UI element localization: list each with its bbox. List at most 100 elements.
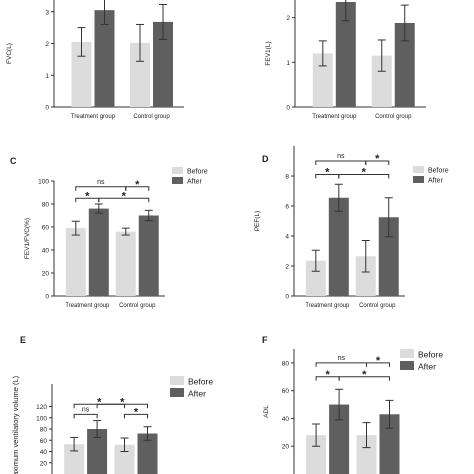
y-tick-label: 0	[286, 105, 290, 112]
category-label: Control group	[359, 303, 396, 309]
panel-fev1: 0 1 2 FEV1(L) Treatment group Control group	[265, 0, 426, 120]
category-label: Control group	[375, 114, 412, 120]
significance-star: *	[376, 355, 381, 367]
significance-star: *	[362, 369, 367, 381]
legend-label-before: Before	[188, 377, 213, 387]
bar-after	[137, 433, 158, 474]
y-tick-label: 6	[285, 204, 289, 211]
significance-bracket	[75, 186, 127, 191]
significance-bracket	[338, 174, 390, 179]
bar-before	[371, 55, 392, 107]
significance-star: *	[85, 190, 90, 202]
category-label: Control group	[133, 114, 170, 120]
significance-bracket	[365, 160, 390, 165]
significance-bracket	[125, 186, 150, 191]
panel-label: F	[262, 335, 268, 345]
y-tick-label: 100	[38, 179, 49, 186]
bar-after	[94, 10, 115, 108]
y-axis-label: FEV1/FVC(%)	[24, 218, 31, 259]
y-tick-label: 2	[286, 15, 290, 22]
legend-label-after: After	[428, 178, 443, 185]
bar-before	[305, 260, 326, 296]
bar-after	[153, 21, 173, 107]
y-tick-label: 40	[40, 449, 48, 456]
y-tick-label: 2	[285, 264, 289, 271]
significance-ns: ns	[337, 153, 345, 160]
panel-f-adl: F 20 40 60 80 ADL * * ns * Before After	[262, 335, 443, 474]
y-tick-label: 80	[282, 360, 290, 367]
y-tick-label: 4	[285, 234, 289, 241]
bar-after	[379, 414, 400, 474]
legend-swatch-before	[400, 349, 414, 358]
category-label: Treatment group	[71, 114, 116, 120]
legend-swatch-before	[172, 167, 183, 174]
y-tick-label: 8	[285, 174, 289, 181]
y-axis-label: FEV1(L)	[265, 41, 272, 65]
significance-bracket	[366, 362, 390, 367]
category-label: Treatment group	[65, 303, 110, 309]
y-tick-label: 0	[45, 105, 49, 112]
bar-after	[328, 197, 349, 296]
significance-star: *	[325, 167, 330, 179]
bar-before	[115, 231, 136, 296]
significance-star: *	[325, 369, 330, 381]
bar-before	[312, 53, 333, 107]
significance-star: *	[362, 167, 367, 179]
significance-star: *	[120, 396, 125, 408]
bar-before	[71, 41, 92, 107]
significance-star: *	[97, 396, 102, 408]
significance-bracket	[124, 413, 148, 419]
significance-star: *	[135, 179, 140, 191]
legend-label-after: After	[188, 389, 206, 399]
bar-after	[329, 404, 350, 474]
legend-label-before: Before	[187, 169, 208, 176]
y-axis-label: FVC(L)	[6, 43, 13, 64]
legend-swatch-after	[170, 388, 184, 397]
significance-bracket	[338, 376, 390, 381]
y-tick-label: 20	[282, 444, 290, 451]
legend-label-before: Before	[418, 350, 443, 360]
bar-after	[378, 217, 399, 296]
y-axis-label: ADL	[263, 405, 270, 418]
legend-swatch-after	[172, 177, 183, 184]
legend-swatch-before	[170, 376, 184, 385]
bar-before	[130, 42, 150, 107]
bar-before	[64, 444, 85, 474]
category-label: Treatment group	[305, 303, 350, 309]
category-label: Treatment group	[312, 114, 357, 120]
y-tick-label: 60	[40, 438, 48, 445]
legend-label-before: Before	[428, 168, 449, 175]
significance-star: *	[134, 406, 139, 418]
significance-bracket	[73, 403, 125, 409]
panel-label: E	[20, 335, 26, 345]
panel-d-pef: D 0 2 4 6 8 PEF(L) Treatment group Control group…	[254, 146, 449, 309]
category-label: Control group	[119, 303, 156, 309]
panel-label: D	[262, 154, 269, 164]
panel-c-fev1-fvc: C 0 20 40 60 80 100 FEV1/FVC(%) Treatment group C…	[10, 156, 208, 309]
significance-bracket	[98, 197, 150, 203]
significance-star: *	[122, 190, 127, 202]
y-axis-label: Maximum ventilatory volume (L)	[11, 375, 20, 474]
y-tick-label: 3	[45, 9, 49, 16]
y-axis-label: PEF(L)	[254, 211, 261, 232]
y-tick-label: 2	[45, 41, 49, 48]
bar-before	[355, 256, 376, 296]
bar-before	[65, 228, 86, 296]
significance-star: *	[375, 153, 380, 165]
y-tick-label: 40	[42, 248, 50, 255]
significance-ns: ns	[338, 355, 346, 362]
significance-bracket	[73, 413, 98, 419]
y-tick-label: 1	[286, 60, 290, 67]
bar-after	[335, 1, 356, 107]
panel-e-ventilatory-volume: E 20 40 60 80 100 120 Maximum ventilatory volum…	[11, 335, 213, 474]
legend-swatch-before	[413, 166, 424, 173]
legend-label-after: After	[418, 362, 436, 372]
y-tick-label: 60	[282, 388, 290, 395]
bar-after	[87, 429, 108, 474]
significance-bracket	[315, 160, 367, 165]
y-tick-label: 60	[42, 225, 50, 232]
legend-swatch-after	[400, 361, 414, 370]
panel-label: C	[10, 156, 17, 166]
bar-after	[88, 208, 109, 296]
